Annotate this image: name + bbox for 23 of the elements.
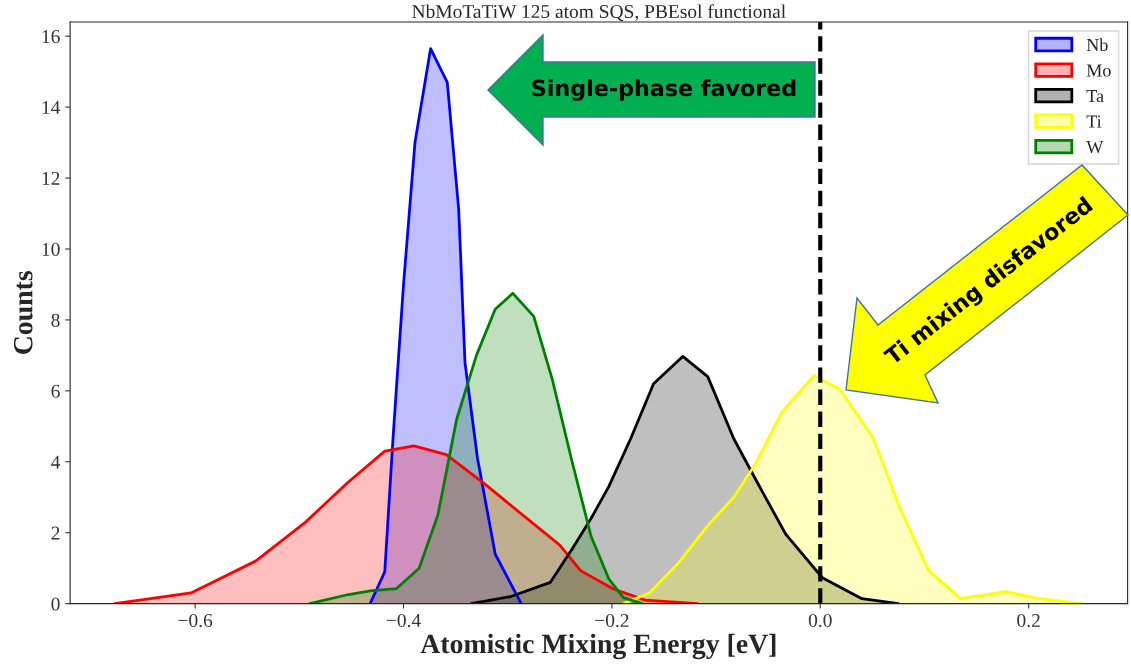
legend-label: Mo xyxy=(1086,64,1111,77)
y-axis-title: Counts xyxy=(13,271,33,354)
annotation: Single-phase favored xyxy=(532,79,796,101)
legend-label: Ta xyxy=(1086,90,1104,103)
y-tick-label: 0 xyxy=(51,597,60,611)
y-tick-label: 8 xyxy=(51,313,60,327)
legend-label: Nb xyxy=(1086,38,1108,52)
x-tick-label: 0.0 xyxy=(808,613,832,628)
x-axis-title: Atomistic Mixing Energy [eV] xyxy=(420,633,776,660)
y-tick-label: 6 xyxy=(51,384,60,398)
y-tick-label: 4 xyxy=(51,455,61,469)
x-tick-label: 0.2 xyxy=(1017,613,1040,628)
x-tick-label: −0.6 xyxy=(178,613,213,628)
y-tick-label: 2 xyxy=(51,526,60,540)
x-tick-label: −0.4 xyxy=(386,613,421,628)
legend-label: W xyxy=(1086,141,1104,154)
x-tick-label: −0.2 xyxy=(595,613,629,628)
y-tick-label: 10 xyxy=(42,242,60,256)
legend-label: Ti xyxy=(1086,115,1102,128)
y-tick-label: 14 xyxy=(42,101,61,114)
y-tick-label: 16 xyxy=(42,30,60,44)
chart-title: NbMoTaTiW 125 atom SQS, PBEsol functional xyxy=(412,4,786,22)
y-tick-label: 12 xyxy=(42,171,60,185)
